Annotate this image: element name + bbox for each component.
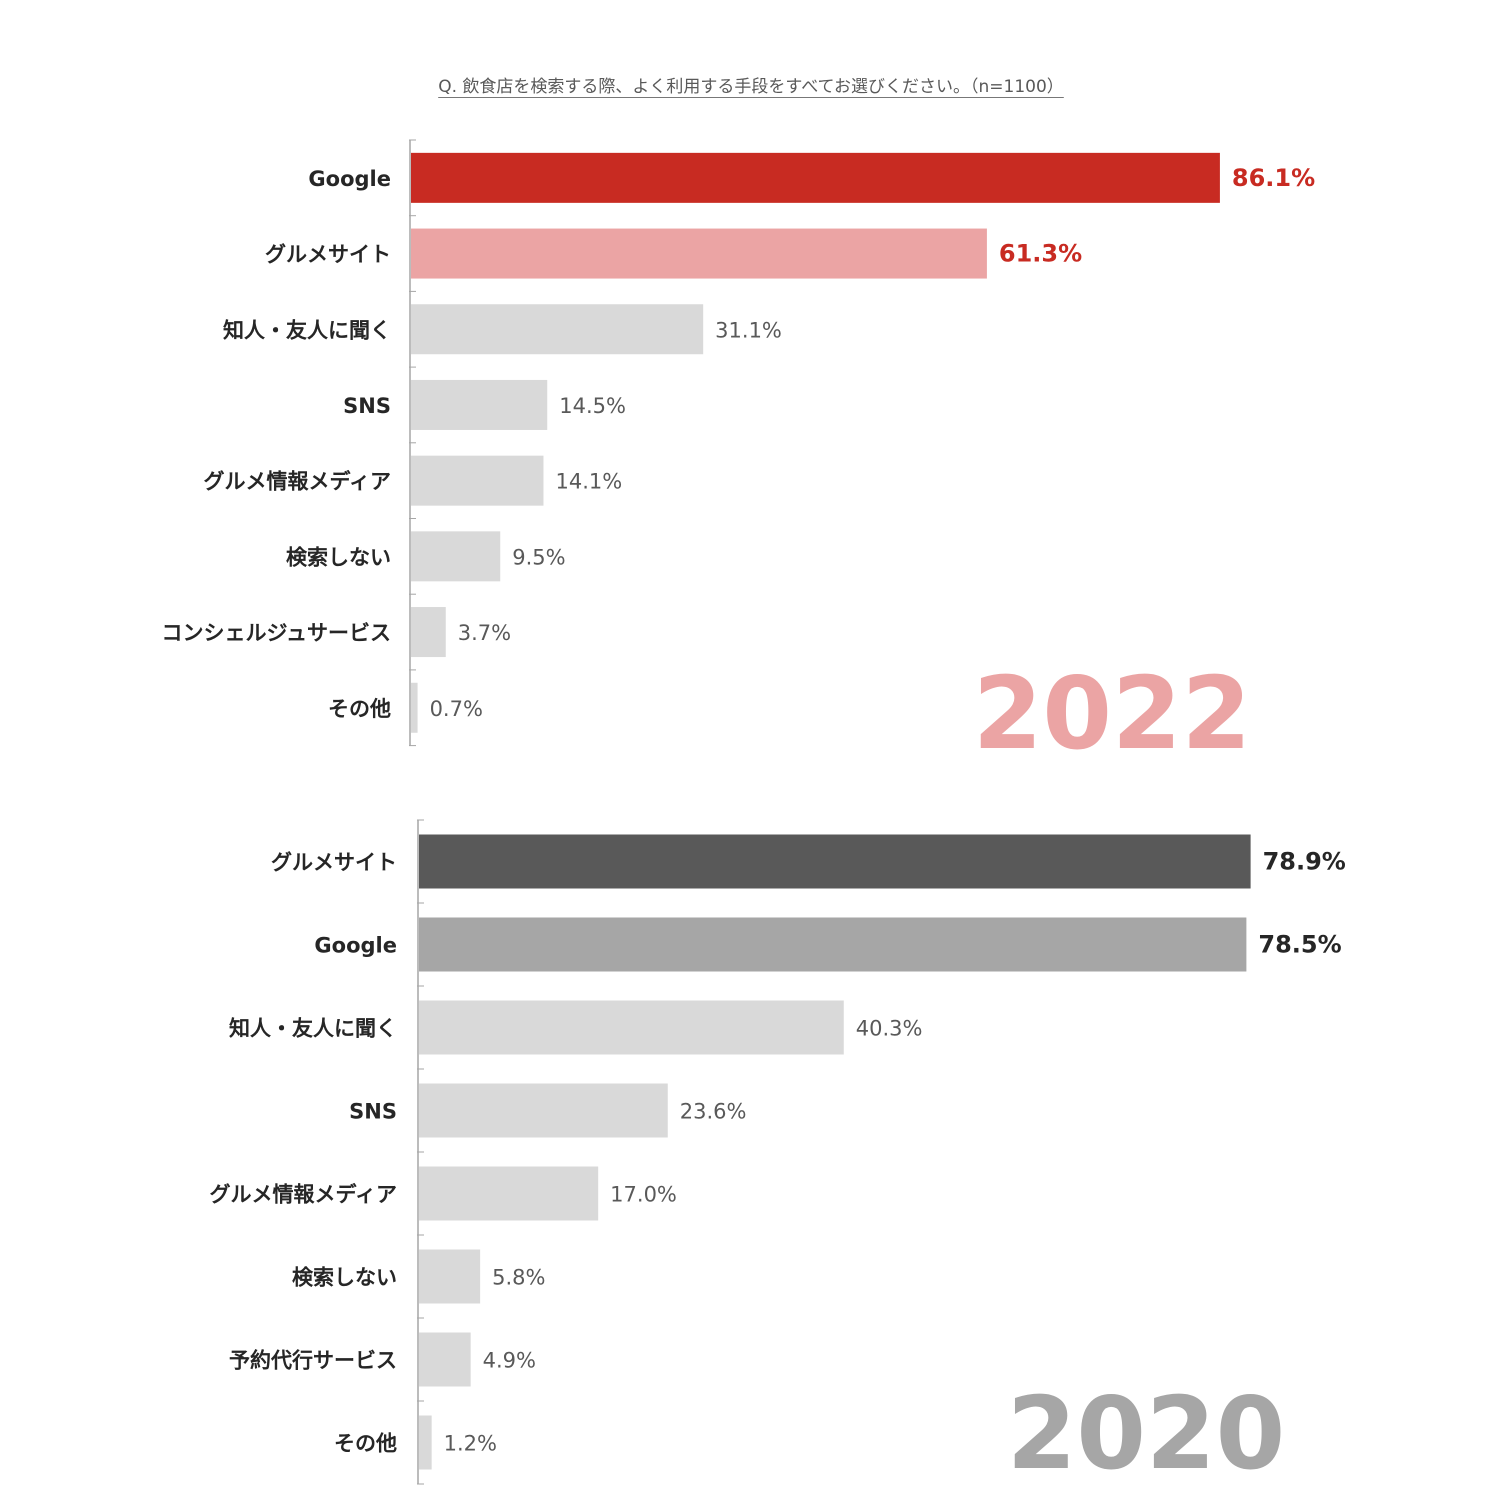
value-label: 31.1% — [715, 318, 782, 342]
bar — [411, 607, 446, 658]
value-label: 17.0% — [610, 1183, 677, 1207]
bar-chart-2022: Google 86.1% グルメサイト 61.3% 知人・友人に聞く 31.1% SNS 14… — [161, 139, 1315, 772]
category-label: その他 — [334, 1432, 397, 1456]
bar — [411, 531, 501, 582]
category-label: 検索しない — [292, 1266, 397, 1290]
category-label: 知人・友人に聞く — [229, 1017, 397, 1041]
value-label: 61.3% — [999, 240, 1082, 268]
bar — [419, 1415, 432, 1470]
value-label: 78.5% — [1258, 931, 1341, 959]
value-label: 5.8% — [492, 1266, 545, 1290]
category-label: 検索しない — [286, 545, 391, 569]
bar — [411, 455, 544, 506]
category-label: グルメ情報メディア — [203, 470, 391, 494]
year-label: 2020 — [1007, 1375, 1285, 1492]
bar — [419, 834, 1251, 889]
bar — [419, 1000, 844, 1055]
bar — [419, 1249, 481, 1304]
category-label: その他 — [328, 697, 391, 721]
bar — [411, 304, 704, 355]
category-label: SNS — [349, 1100, 397, 1124]
value-label: 23.6% — [680, 1100, 747, 1124]
year-label: 2022 — [973, 655, 1251, 772]
question-text: Q. 飲食店を検索する際、よく利用する手段をすべてお選びください。（n=1100… — [438, 77, 1064, 97]
value-label: 86.1% — [1232, 164, 1315, 192]
bar — [419, 1332, 471, 1387]
value-label: 3.7% — [458, 621, 511, 645]
category-label: コンシェルジュサービス — [161, 621, 391, 645]
category-label: Google — [308, 167, 391, 191]
value-label: 9.5% — [512, 545, 565, 569]
category-label: 知人・友人に聞く — [223, 318, 391, 342]
value-label: 40.3% — [856, 1017, 923, 1041]
value-label: 14.1% — [555, 470, 622, 494]
category-label: SNS — [343, 394, 391, 418]
question-title: Q. 飲食店を検索する際、よく利用する手段をすべてお選びください。（n=1100… — [0, 72, 1502, 97]
value-label: 14.5% — [559, 394, 626, 418]
bar — [411, 152, 1220, 203]
bar — [411, 228, 987, 279]
category-label: Google — [314, 934, 397, 958]
value-label: 0.7% — [430, 697, 483, 721]
bar — [411, 379, 548, 430]
category-label: グルメサイト — [271, 851, 397, 875]
bar — [411, 682, 418, 733]
category-label: 予約代行サービス — [229, 1349, 397, 1373]
bar — [419, 917, 1247, 972]
bar-chart-2020: グルメサイト 78.9% Google 78.5% 知人・友人に聞く 40.3% SNS 23… — [209, 819, 1346, 1492]
bar — [419, 1166, 599, 1221]
category-label: グルメ情報メディア — [209, 1183, 397, 1207]
value-label: 78.9% — [1263, 848, 1346, 876]
bar — [419, 1083, 668, 1138]
value-label: 4.9% — [483, 1349, 536, 1373]
category-label: グルメサイト — [265, 243, 391, 267]
value-label: 1.2% — [444, 1432, 497, 1456]
